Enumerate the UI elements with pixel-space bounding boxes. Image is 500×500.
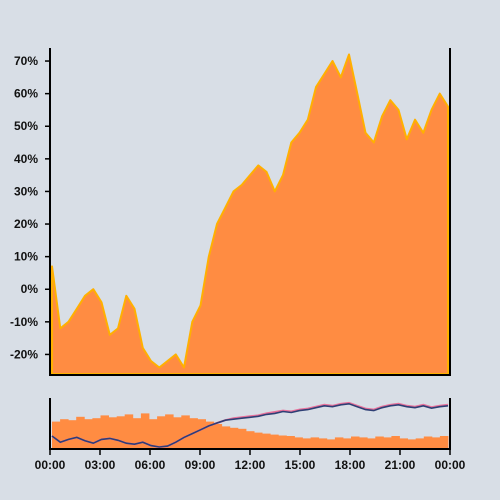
overview-bar bbox=[375, 436, 384, 448]
overview-bar bbox=[302, 438, 311, 448]
overview-bar bbox=[229, 427, 239, 448]
overview-bar bbox=[334, 437, 344, 448]
overview-bar bbox=[157, 416, 166, 448]
overview-bar bbox=[326, 439, 336, 448]
main-y-ticks: 70% 60% 50% 40% 30% 20% 10% 0% -10% -20% bbox=[10, 54, 50, 361]
overview-bar bbox=[415, 438, 425, 448]
y-tick-label: 0% bbox=[21, 282, 39, 296]
overview-bar bbox=[286, 436, 295, 448]
overview-bar bbox=[165, 414, 174, 448]
overview-chart: 00:00 03:00 06:00 09:00 12:00 15:00 18:00 21:00… bbox=[35, 398, 466, 472]
overview-bar bbox=[221, 426, 231, 448]
main-area-series bbox=[51, 53, 449, 375]
y-tick-label: 60% bbox=[14, 87, 38, 101]
overview-bar bbox=[246, 431, 255, 448]
overview-bar bbox=[140, 413, 150, 448]
overview-bar bbox=[254, 432, 263, 448]
overview-bar bbox=[439, 436, 449, 448]
overview-bar bbox=[68, 420, 77, 448]
overview-bar bbox=[431, 437, 441, 448]
overview-bar bbox=[197, 419, 206, 448]
overview-bar bbox=[60, 419, 69, 448]
overview-bar bbox=[318, 438, 328, 448]
y-tick-label: 10% bbox=[14, 250, 38, 264]
y-tick-label: 40% bbox=[14, 152, 38, 166]
overview-bar bbox=[84, 419, 93, 448]
x-tick-label: 09:00 bbox=[185, 458, 216, 472]
overview-bar bbox=[342, 438, 352, 448]
main-area-layer bbox=[51, 53, 449, 375]
overview-bar bbox=[76, 416, 85, 448]
x-tick-label: 06:00 bbox=[135, 458, 166, 472]
overview-bars bbox=[52, 413, 449, 448]
overview-bar bbox=[132, 418, 142, 448]
x-tick-label: 15:00 bbox=[285, 458, 316, 472]
main-area-chart: 70% 60% 50% 40% 30% 20% 10% 0% -10% -20% bbox=[10, 48, 451, 376]
overview-bar bbox=[173, 417, 182, 448]
overview-bar bbox=[270, 434, 279, 448]
overview-bar bbox=[124, 414, 134, 448]
overview-bar bbox=[367, 438, 376, 448]
overview-bar bbox=[359, 437, 368, 448]
overview-bar bbox=[351, 436, 360, 448]
overview-bar bbox=[213, 424, 223, 448]
y-tick-label: -20% bbox=[10, 347, 38, 361]
overview-bar bbox=[52, 421, 61, 448]
x-tick-label: 21:00 bbox=[385, 458, 416, 472]
x-tick-label: 03:00 bbox=[85, 458, 116, 472]
x-tick-label: 00:00 bbox=[35, 458, 66, 472]
overview-bar bbox=[423, 436, 433, 448]
overview-lines bbox=[51, 401, 449, 449]
overview-bar bbox=[100, 415, 109, 448]
y-tick-label: 50% bbox=[14, 119, 38, 133]
x-tick-label: 00:00 bbox=[435, 458, 466, 472]
overview-line-navy bbox=[51, 402, 449, 448]
overview-bar bbox=[237, 428, 247, 448]
y-tick-label: 20% bbox=[14, 217, 38, 231]
overview-bar bbox=[383, 437, 392, 448]
overview-bar bbox=[399, 438, 408, 448]
overview-bar bbox=[108, 417, 118, 448]
overview-bar bbox=[181, 415, 190, 448]
overview-bar bbox=[149, 419, 158, 448]
overview-bar bbox=[391, 436, 400, 448]
overview-bar bbox=[294, 437, 303, 448]
x-tick-label: 12:00 bbox=[235, 458, 266, 472]
y-tick-label: -10% bbox=[10, 315, 38, 329]
overview-bar bbox=[116, 416, 126, 448]
overview-x-ticks: 00:00 03:00 06:00 09:00 12:00 15:00 18:00 21:00… bbox=[35, 449, 466, 472]
overview-bar bbox=[205, 421, 215, 448]
y-tick-label: 70% bbox=[14, 54, 38, 68]
overview-bar bbox=[407, 439, 417, 448]
overview-bar bbox=[278, 435, 287, 448]
x-tick-label: 18:00 bbox=[335, 458, 366, 472]
y-tick-label: 30% bbox=[14, 184, 38, 198]
overview-bar bbox=[262, 433, 271, 448]
overview-bar bbox=[92, 418, 101, 448]
overview-bar bbox=[310, 437, 320, 448]
